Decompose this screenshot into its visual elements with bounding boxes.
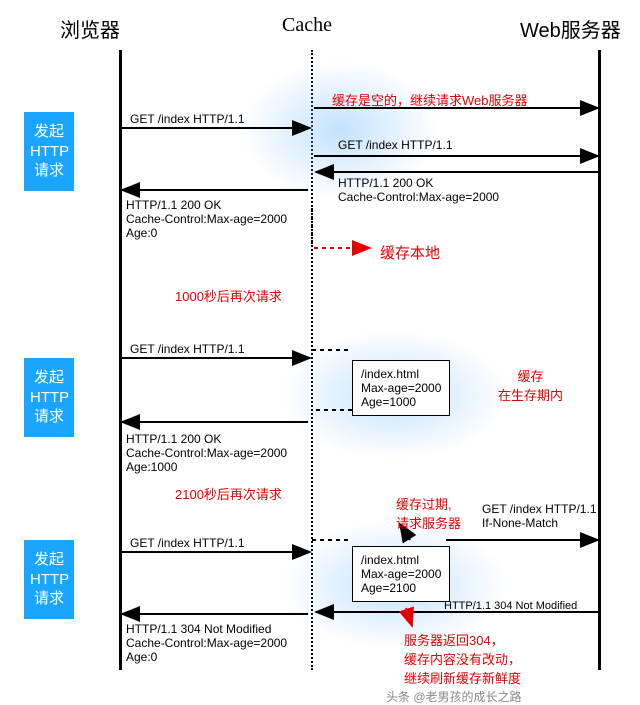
- server-lifeline: [598, 50, 601, 670]
- req1: GET /index HTTP/1.1: [130, 112, 245, 126]
- col-cache-title: Cache: [282, 14, 332, 37]
- resp1: HTTP/1.1 200 OK Cache-Control:Max-age=20…: [126, 198, 287, 240]
- note-expired: 缓存过期, 请求服务器: [396, 494, 461, 532]
- req2: GET /index HTTP/1.1: [130, 342, 245, 356]
- http-request-box-2: 发起HTTP请求: [24, 540, 74, 619]
- note-cache-empty: 缓存是空的，继续请求Web服务器: [332, 90, 528, 109]
- http-request-box-1: 发起HTTP请求: [24, 358, 74, 437]
- note-alive: 缓存 在生存期内: [498, 366, 563, 404]
- req1b: GET /index HTTP/1.1: [338, 138, 453, 152]
- note-304: 服务器返回304， 缓存内容没有改动， 继续刷新缓存新鲜度: [404, 630, 521, 687]
- watermark: 头条 @老男孩的成长之路: [386, 688, 522, 705]
- resp2: HTTP/1.1 200 OK Cache-Control:Max-age=20…: [126, 432, 287, 474]
- cache-state-box-0: /index.htmlMax-age=2000Age=1000: [352, 360, 450, 416]
- req3: GET /index HTTP/1.1: [130, 536, 245, 550]
- col-browser-title: 浏览器: [60, 14, 120, 43]
- col-server-title: Web服务器: [520, 14, 621, 43]
- sequence-diagram: 浏览器 Cache Web服务器 发起HTTP请求发起HTTP请求发起HTTP请…: [0, 0, 640, 705]
- note-cache-local: 缓存本地: [380, 242, 440, 263]
- resp3: HTTP/1.1 304 Not Modified Cache-Control:…: [126, 622, 287, 664]
- note-1000s: 1000秒后再次请求: [175, 286, 282, 305]
- req3b: GET /index HTTP/1.1 If-None-Match: [482, 502, 597, 530]
- note-2100s: 2100秒后再次请求: [175, 484, 282, 503]
- arrow-16: [406, 608, 412, 626]
- browser-lifeline: [119, 50, 122, 670]
- cache-state-box-1: /index.htmlMax-age=2000Age=2100: [352, 546, 450, 602]
- http-request-box-0: 发起HTTP请求: [24, 112, 74, 191]
- resp1b: HTTP/1.1 200 OK Cache-Control:Max-age=20…: [338, 176, 499, 204]
- cache-lifeline: [311, 50, 313, 670]
- resp3b: HTTP/1.1 304 Not Modified: [444, 600, 577, 612]
